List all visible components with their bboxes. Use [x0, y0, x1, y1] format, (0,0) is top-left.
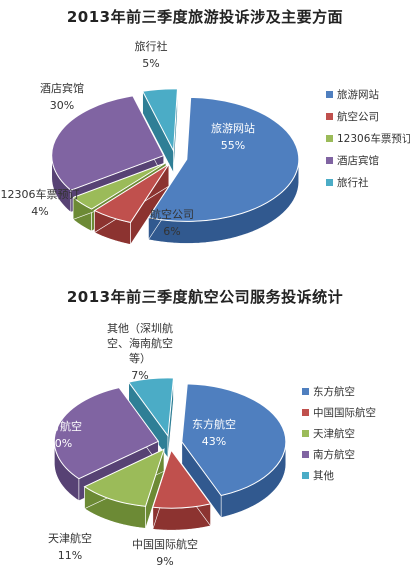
slice-value-label: 43% — [202, 435, 226, 448]
legend-item: 旅游网站 — [326, 88, 379, 101]
pie-slice-tops — [51, 88, 300, 224]
slice-5-label: 旅行社 5% — [135, 39, 168, 70]
slice-name-label: 空、海南航空 — [107, 336, 173, 350]
slice-name-label: 南方航空 — [38, 419, 82, 433]
slice-2-label: 航空公司 6% — [150, 207, 194, 238]
slice-value-label: 9% — [156, 555, 173, 568]
slice-name-label: 酒店宾馆 — [40, 81, 84, 95]
legend-item: 12306车票预订 — [326, 132, 410, 145]
slice-4-label: 南方航空 30% — [38, 419, 82, 450]
legend-swatch — [326, 157, 333, 164]
legend-swatch — [302, 388, 309, 395]
slice-name-label: 东方航空 — [192, 417, 236, 431]
legend-label: 旅游网站 — [337, 88, 379, 101]
legend-label: 航空公司 — [337, 110, 379, 123]
chart-title: 2013年前三季度航空公司服务投诉统计 — [66, 288, 344, 306]
legend-swatch — [302, 451, 309, 458]
pie-slice-tops — [53, 377, 287, 509]
slice-name-label: 中国国际航空 — [132, 537, 198, 551]
chart-airline-complaints: 2013年前三季度航空公司服务投诉统计 东方航空 43% 中国国际航空 9% 天津航空 1… — [0, 280, 410, 576]
legend-item: 航空公司 — [326, 110, 379, 123]
slice-1-label: 旅游网站 55% — [211, 121, 255, 152]
slice-name-label: 天津航空 — [48, 531, 92, 545]
slice-value-label: 5% — [142, 57, 159, 70]
slice-1-segment — [181, 383, 287, 497]
legend-item: 中国国际航空 — [302, 406, 376, 419]
legend-item: 旅行社 — [326, 176, 369, 189]
slice-4-label: 酒店宾馆 30% — [40, 81, 84, 112]
slice-5-segment — [127, 377, 174, 438]
slice-value-label: 6% — [163, 225, 180, 238]
chart-tourism-complaints: 2013年前三季度旅游投诉涉及主要方面 旅游网站 55% 航空公司 6% 12306车票… — [0, 0, 410, 280]
slice-name-label: 12306车票预订 — [1, 187, 80, 201]
slice-labels: 东方航空 43% 中国国际航空 9% 天津航空 11% 南方航空 30% 其他（深圳航空、海南航… — [38, 321, 236, 568]
legend-label: 东方航空 — [313, 385, 355, 398]
slice-3-segment — [83, 448, 165, 507]
slice-value-label: 55% — [221, 139, 245, 152]
pie-slices — [51, 88, 300, 246]
slice-2-label: 中国国际航空 9% — [132, 537, 198, 568]
pie-slices — [53, 377, 287, 531]
legend-swatch — [302, 430, 309, 437]
legend-swatch — [326, 91, 333, 98]
slice-3-segment — [72, 162, 167, 210]
slice-name-label: 等） — [129, 351, 151, 365]
slice-name-label: 旅游网站 — [211, 121, 255, 135]
slice-2-segment — [152, 449, 212, 509]
legend-swatch — [326, 179, 333, 186]
legend-swatch — [302, 409, 309, 416]
slice-value-label: 30% — [50, 99, 74, 112]
slice-labels: 旅游网站 55% 航空公司 6% 12306车票预订 4% 酒店宾馆 30% 旅行社 5% — [1, 39, 256, 238]
legend-label: 其他 — [313, 469, 334, 482]
legend-label: 酒店宾馆 — [337, 154, 379, 167]
legend-label: 12306车票预订 — [337, 132, 410, 145]
slice-1-label: 东方航空 43% — [192, 417, 236, 448]
legend-item: 酒店宾馆 — [326, 154, 379, 167]
slice-1-segment — [147, 96, 300, 222]
slice-name-label: 旅行社 — [135, 39, 168, 53]
slice-5-segment — [141, 88, 178, 153]
legend-label: 天津航空 — [313, 427, 355, 440]
slice-value-label: 11% — [58, 549, 82, 562]
legend-label: 中国国际航空 — [313, 406, 376, 419]
legend-item: 东方航空 — [302, 385, 355, 398]
pie-chart-1: 旅游网站55%航空公司6%12306车票预订4%酒店宾馆30%旅行社5%旅游网站… — [1, 39, 410, 246]
slice-value-label: 7% — [131, 369, 148, 382]
legend-swatch — [326, 135, 333, 142]
legend-item: 其他 — [302, 469, 334, 482]
slice-4-segment — [51, 95, 165, 191]
legend-label: 旅行社 — [337, 176, 369, 189]
legend-item: 南方航空 — [302, 448, 355, 461]
chart-title: 2013年前三季度旅游投诉涉及主要方面 — [66, 8, 344, 26]
pie-chart-2: 东方航空 43% 中国国际航空 9% 天津航空 11% 南方航空 30% 其他（深圳航空、海南航… — [38, 321, 376, 568]
slice-4-segment — [53, 387, 160, 480]
slice-name-label: 航空公司 — [150, 207, 194, 221]
slice-3-label: 12306车票预订 4% — [1, 187, 80, 218]
slice-value-label: 30% — [48, 437, 72, 450]
legend-item: 天津航空 — [302, 427, 355, 440]
slice-2-segment — [93, 163, 170, 224]
legend-swatch — [326, 113, 333, 120]
slice-value-label: 4% — [31, 205, 48, 218]
slice-name-label: 其他（深圳航 — [107, 321, 173, 335]
legend-swatch — [302, 472, 309, 479]
slice-3-label: 天津航空 11% — [48, 531, 92, 562]
legend-label: 南方航空 — [313, 448, 355, 461]
